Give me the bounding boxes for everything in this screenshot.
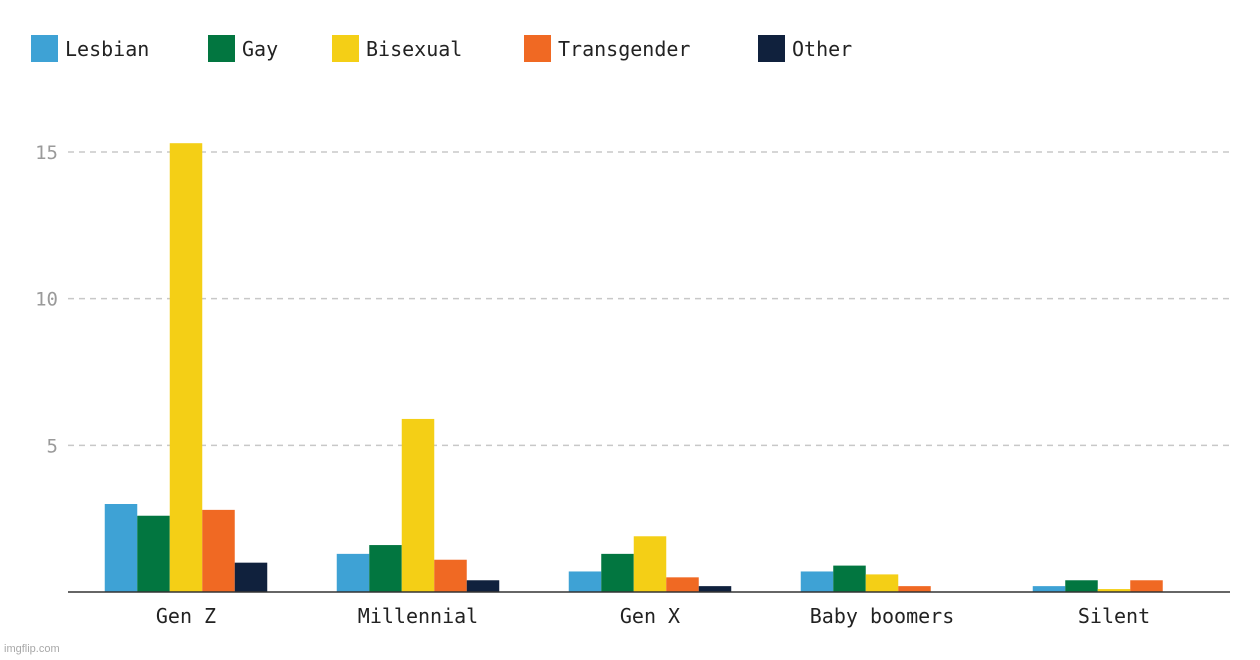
legend-label-transgender: Transgender xyxy=(558,37,690,61)
bar-millennial-lesbian xyxy=(336,553,370,592)
bar-silent-lesbian xyxy=(1032,586,1066,592)
x-tick-label: Gen Z xyxy=(156,604,216,628)
x-tick-labels: Gen Z Millennial Gen X Baby boomers Silent xyxy=(156,604,1150,628)
bar-gen-z-transgender xyxy=(202,509,235,592)
watermark: imgflip.com xyxy=(4,643,60,655)
bar-gen-x-lesbian xyxy=(568,571,602,592)
legend-swatch-other xyxy=(758,35,785,62)
legend-swatch-lesbian xyxy=(31,35,58,62)
gridlines: 5 10 15 xyxy=(35,142,1230,457)
bar-gen-z-lesbian xyxy=(104,504,138,592)
legend: Lesbian Gay Bisexual Transgender Other xyxy=(31,35,852,62)
bar-baby-boomers-bisexual xyxy=(865,574,899,592)
legend-swatch-transgender xyxy=(524,35,551,62)
bar-gen-z-gay xyxy=(137,515,170,592)
bar-millennial-gay xyxy=(369,545,402,592)
x-tick-label: Gen X xyxy=(620,604,680,628)
bar-baby-boomers-lesbian xyxy=(800,571,834,592)
bar-silent-transgender xyxy=(1130,580,1163,592)
bar-gen-x-bisexual xyxy=(633,536,667,592)
x-tick-label: Silent xyxy=(1078,604,1150,628)
bar-baby-boomers-gay xyxy=(833,565,866,592)
y-tick-label: 15 xyxy=(35,142,58,164)
legend-label-bisexual: Bisexual xyxy=(366,37,462,61)
bar-gen-z-other xyxy=(234,562,268,592)
bar-gen-x-transgender xyxy=(666,577,699,592)
bar-silent-gay xyxy=(1065,580,1098,592)
bar-gen-x-other xyxy=(698,586,732,592)
legend-label-other: Other xyxy=(792,37,852,61)
x-tick-label: Baby boomers xyxy=(810,604,955,628)
bar-gen-z-bisexual xyxy=(169,143,203,592)
bars xyxy=(104,143,1163,592)
legend-swatch-gay xyxy=(208,35,235,62)
legend-label-lesbian: Lesbian xyxy=(65,37,149,61)
bar-silent-bisexual xyxy=(1097,589,1131,592)
legend-label-gay: Gay xyxy=(242,37,278,61)
y-tick-label: 5 xyxy=(47,435,58,457)
y-tick-label: 10 xyxy=(35,289,58,311)
bar-gen-x-gay xyxy=(601,553,634,592)
bar-baby-boomers-transgender xyxy=(898,586,931,592)
x-tick-label: Millennial xyxy=(358,604,478,628)
legend-swatch-bisexual xyxy=(332,35,359,62)
bar-millennial-other xyxy=(466,580,500,592)
bar-millennial-transgender xyxy=(434,559,467,592)
bar-millennial-bisexual xyxy=(401,418,435,592)
